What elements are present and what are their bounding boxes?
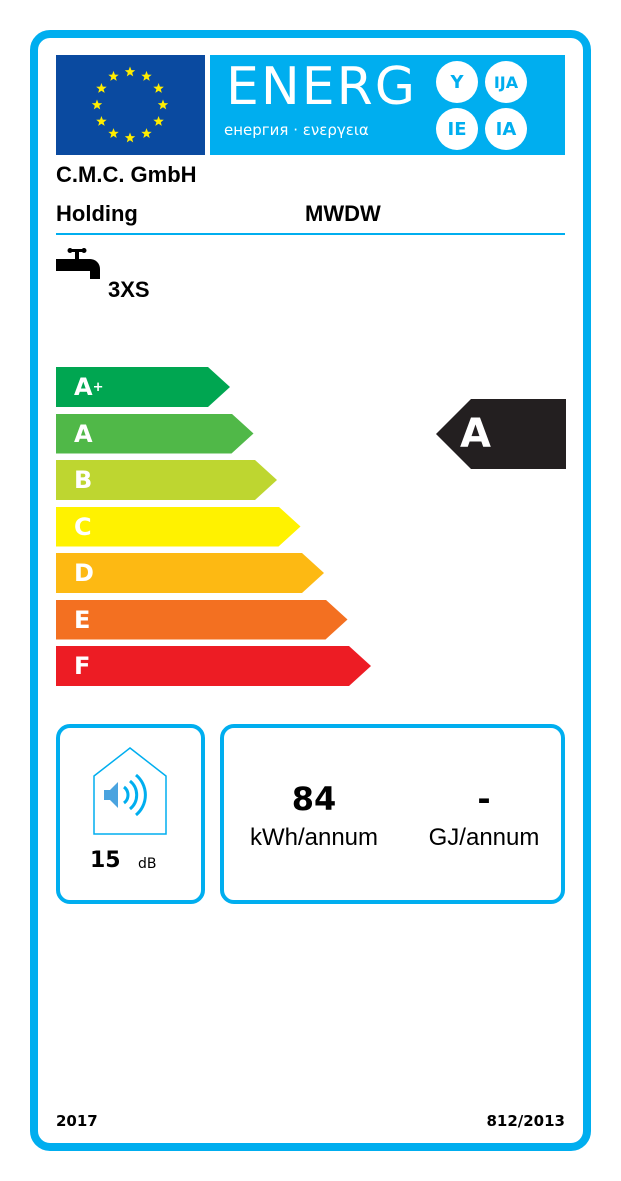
label-year: 2017 [56,1112,98,1130]
logo-suffix: IJA [485,61,527,103]
energy-class-bar: A + [56,367,230,407]
house-speaker-icon [92,746,170,842]
energy-class-label: F [74,652,91,680]
star-icon [96,83,107,93]
star-icon [96,116,107,126]
electric-consumption-value: 84 [291,780,337,818]
model-identifier: MWDW [305,201,381,226]
energy-class-bar: B [56,460,277,500]
energy-class-sup: + [92,379,104,395]
supplier-name: C.M.C. GmbH [56,162,197,187]
star-icon [108,128,119,138]
logo-suffix: Y [436,61,478,103]
noise-value: 15 [90,848,121,873]
energy-class-bar: E [56,600,348,640]
star-icon [108,70,119,81]
logo-subtitle: енергия · ενεργεια [224,121,369,139]
energy-class-label: E [74,605,91,634]
energy-class-label: B [74,466,93,494]
consumption-box: 84 kWh/annum - GJ/annum [220,724,565,904]
fuel-consumption-value: - [477,780,491,818]
energy-logo-banner: ENERG енергия · ενεργεια Y IJA IE IA [210,55,565,155]
star-icon [153,116,164,126]
divider [56,233,565,235]
logo-suffix: IE [436,108,478,150]
star-icon [157,99,169,110]
energy-class-label: A [74,419,93,448]
fuel-consumption-unit: GJ/annum [428,824,540,851]
energy-class-label: A [74,373,93,401]
star-icon [124,66,136,77]
label-frame [30,30,591,1151]
electric-consumption-unit: kWh/annum [249,824,379,851]
energy-class-bar: C [56,507,301,547]
energy-class-label: C [74,512,92,541]
star-icon [141,128,152,138]
star-icon [91,99,103,110]
star-icon [141,70,152,81]
logo-word: ENERG [226,57,418,117]
noise-unit: dB [138,856,157,872]
energy-class-bar: F [56,646,371,686]
eu-flag-icon [56,55,205,155]
star-icon [124,132,136,143]
energy-class-bar: A [56,414,254,454]
tap-icon [56,247,106,291]
logo-suffix: IA [485,108,527,150]
star-icon [153,83,164,93]
regulation-number: 812/2013 [486,1112,565,1130]
energy-class-label: D [74,559,94,587]
load-profile: 3XS [108,277,150,302]
noise-box: 15 dB [56,724,205,904]
energy-class-bar: D [56,553,324,593]
supplier-name-line2: Holding [56,201,138,226]
